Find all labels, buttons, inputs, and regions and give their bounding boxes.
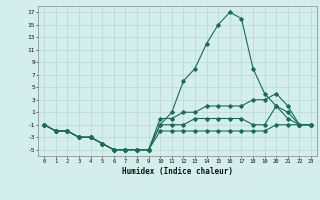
X-axis label: Humidex (Indice chaleur): Humidex (Indice chaleur) (122, 167, 233, 176)
